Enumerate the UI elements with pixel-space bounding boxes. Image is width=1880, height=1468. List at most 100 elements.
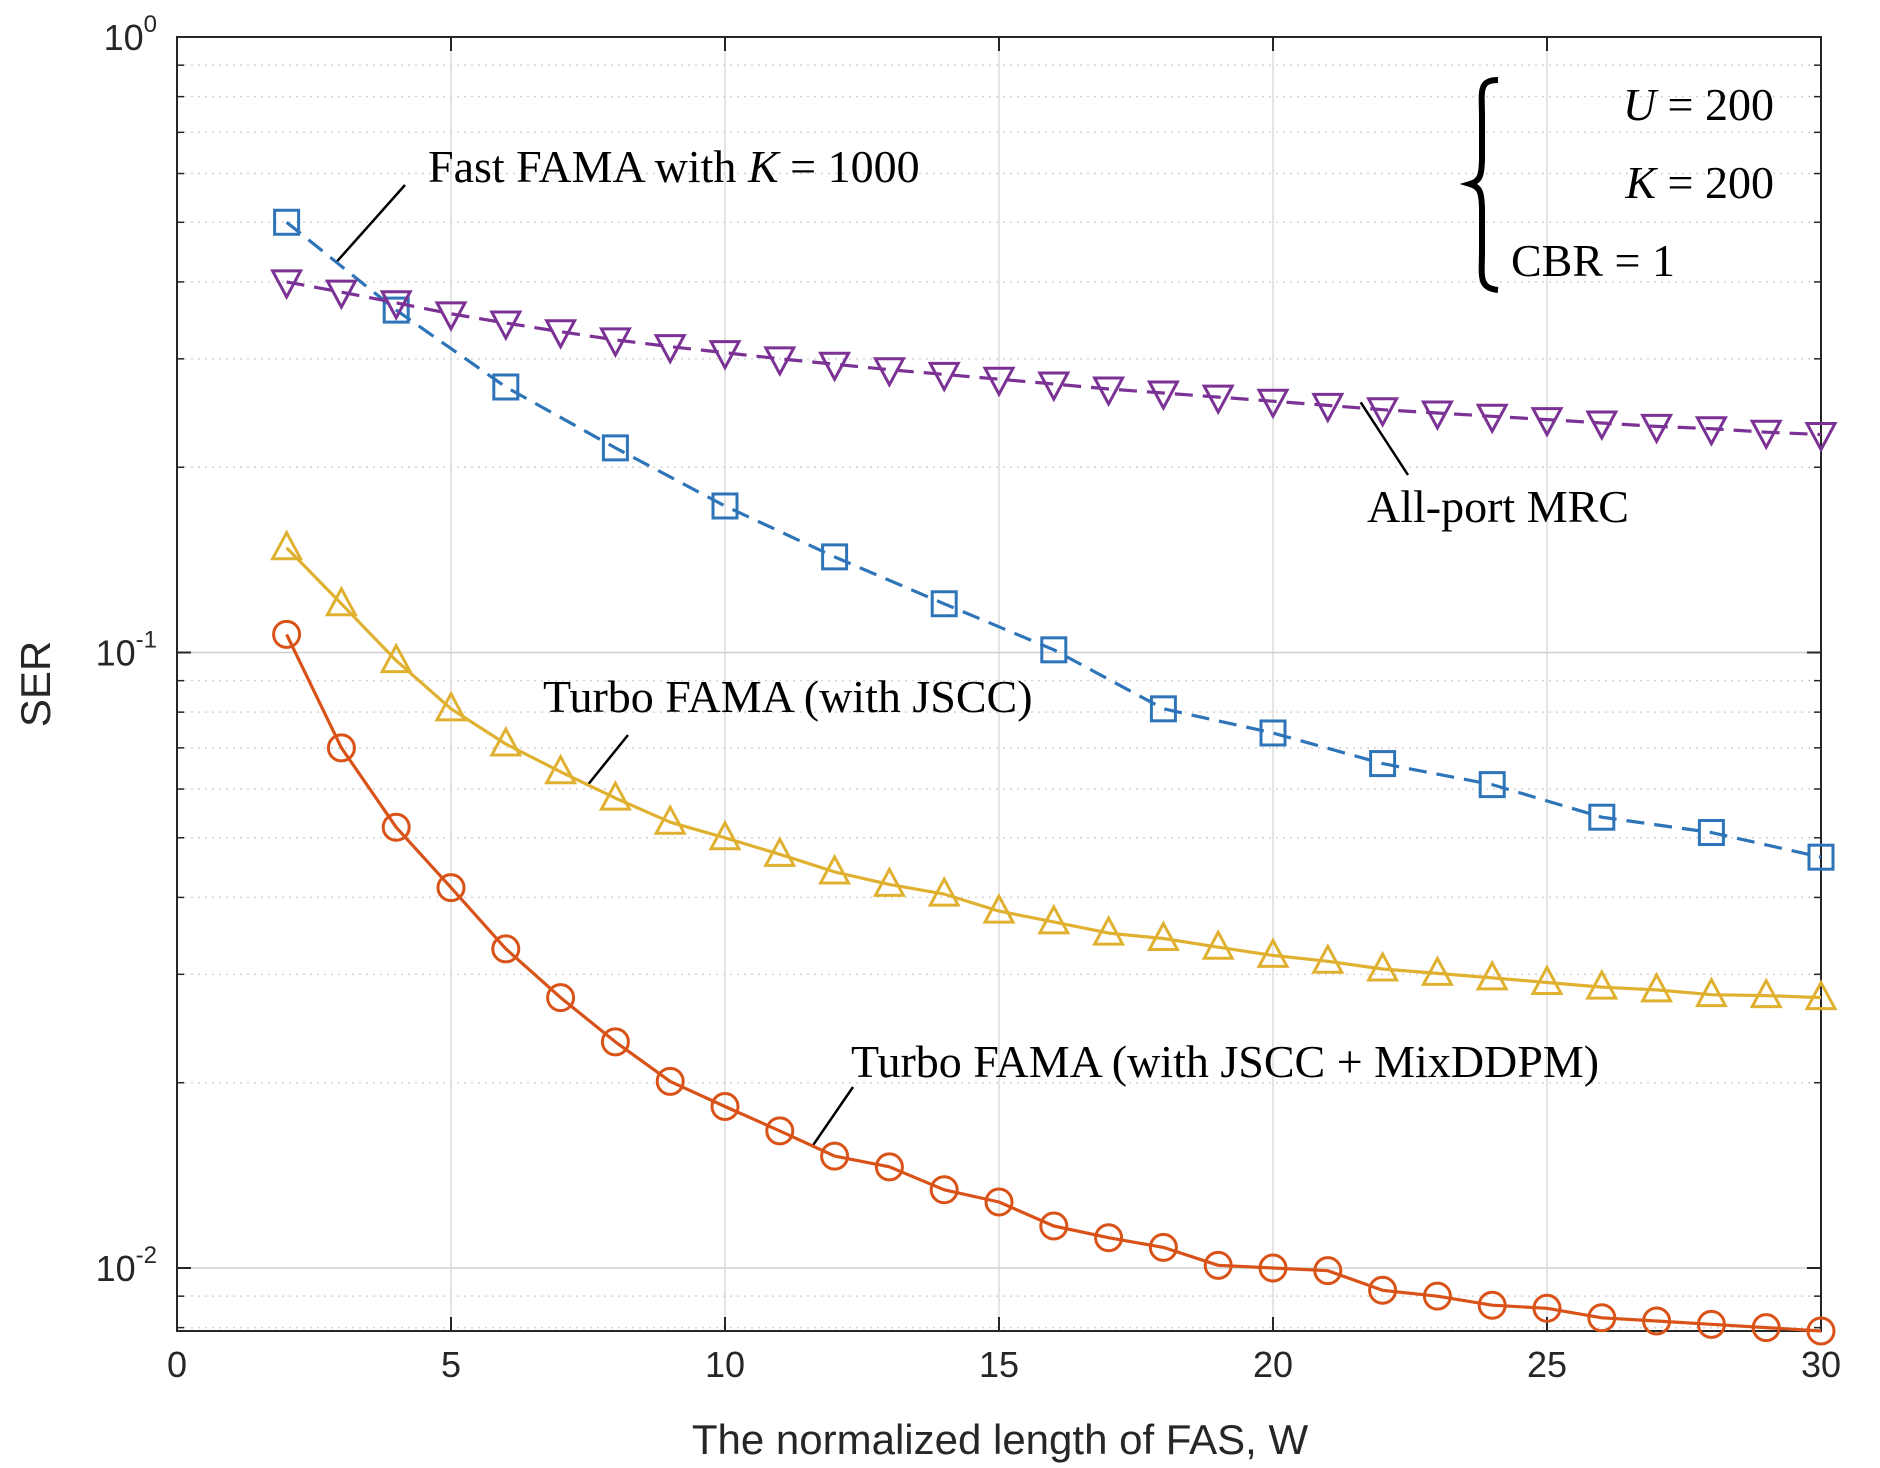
marker-triangle-up — [270, 529, 304, 561]
marker-triangle-down — [1530, 407, 1564, 438]
marker-triangle-up — [1146, 920, 1180, 952]
marker-triangle-down — [653, 334, 687, 365]
marker-square — [1807, 843, 1835, 871]
parameter-cbr: CBR = 1 — [1511, 235, 1675, 286]
series-0 — [273, 208, 1835, 871]
marker-circle — [381, 812, 411, 842]
x-tick-label: 5 — [441, 1344, 461, 1385]
marker-triangle-up — [598, 779, 632, 811]
y-tick-label-exponent: 0 — [144, 11, 157, 38]
y-tick-label: 100 — [104, 11, 157, 58]
x-axis-label: The normalized length of FAS, W — [692, 1416, 1309, 1463]
y-tick-label-base: 10 — [104, 17, 144, 58]
series-1 — [270, 269, 1838, 453]
marker-square — [1588, 803, 1616, 831]
annotation-fast-fama-var: K — [747, 141, 781, 192]
marker-triangle-down — [324, 279, 358, 311]
marker-circle — [1039, 1211, 1069, 1241]
marker-triangle-down — [379, 290, 413, 321]
marker-square — [930, 590, 958, 618]
marker-circle — [1368, 1275, 1398, 1305]
marker-square — [492, 373, 520, 401]
marker-triangle-up — [379, 642, 413, 674]
marker-circle — [600, 1027, 630, 1057]
marker-square — [1149, 695, 1177, 723]
marker-square — [1369, 750, 1397, 778]
marker-circle — [874, 1152, 904, 1182]
marker-triangle-up — [1420, 955, 1454, 986]
annotation-turbo-jscc: Turbo FAMA (with JSCC) — [543, 671, 1033, 722]
series-line — [285, 546, 1822, 1000]
marker-square — [1478, 771, 1506, 799]
series-2 — [270, 529, 1838, 1011]
marker-triangle-down — [872, 357, 906, 388]
data-series — [270, 208, 1838, 1346]
marker-triangle-down — [1311, 392, 1345, 424]
marker-circle — [326, 733, 356, 763]
leader-turbo-jscc-mixddpm — [811, 1086, 855, 1147]
annotation-leader-lines — [334, 184, 1410, 1147]
marker-triangle-down — [1694, 416, 1728, 447]
marker-square — [1697, 818, 1725, 846]
marker-triangle-up — [982, 892, 1016, 924]
marker-triangle-up — [763, 836, 797, 867]
annotation-turbo-jscc-mixddpm: Turbo FAMA (with JSCC + MixDDPM) — [851, 1036, 1599, 1087]
marker-square — [273, 208, 301, 236]
y-tick-label-base: 10 — [96, 1248, 136, 1289]
y-tick-label: 10-2 — [96, 1242, 157, 1289]
leader-fast-fama — [334, 184, 406, 264]
marker-triangle-down — [982, 366, 1016, 398]
y-tick-label-base: 10 — [96, 632, 136, 673]
parameter-u: U = 200 — [1623, 79, 1774, 130]
marker-triangle-up — [1092, 914, 1126, 946]
x-tick-label: 25 — [1527, 1344, 1567, 1385]
marker-triangle-down — [598, 327, 632, 359]
marker-triangle-down — [1201, 384, 1235, 416]
marker-circle — [1422, 1281, 1452, 1311]
annotation-fast-fama: Fast FAMA with K = 1000 — [428, 141, 920, 192]
marker-circle — [1094, 1223, 1124, 1253]
marker-square — [1259, 719, 1287, 747]
marker-triangle-up — [1037, 903, 1071, 935]
marker-triangle-up — [489, 725, 523, 757]
marker-circle — [1696, 1309, 1726, 1339]
leader-all-port-mrc — [1359, 401, 1410, 476]
marker-circle — [710, 1091, 740, 1121]
marker-circle — [272, 619, 302, 649]
marker-triangle-up — [1475, 959, 1509, 991]
series-3 — [272, 619, 1836, 1346]
marker-circle — [546, 983, 576, 1013]
marker-triangle-down — [1366, 397, 1400, 428]
marker-circle — [1751, 1313, 1781, 1343]
marker-triangle-up — [324, 585, 358, 617]
annotation-fast-fama-prefix: Fast FAMA with — [428, 141, 748, 192]
parameter-k-var: K — [1624, 157, 1658, 208]
marker-triangle-down — [544, 319, 578, 350]
marker-triangle-up — [1694, 976, 1728, 1008]
y-tick-label: 10-1 — [96, 626, 157, 673]
x-tick-label: 15 — [979, 1344, 1019, 1385]
series-line — [285, 221, 1822, 859]
marker-triangle-down — [927, 361, 961, 393]
marker-circle — [820, 1141, 850, 1171]
y-tick-label-exponent: -1 — [136, 626, 157, 653]
marker-circle — [1203, 1250, 1233, 1280]
y-tick-label-exponent: -2 — [136, 1242, 157, 1269]
marker-triangle-down — [1092, 376, 1126, 408]
marker-triangle-up — [1256, 937, 1290, 968]
marker-triangle-up — [653, 804, 687, 835]
marker-triangle-up — [1201, 929, 1235, 960]
marker-triangle-up — [1311, 943, 1345, 974]
marker-square — [1040, 636, 1068, 664]
marker-triangle-up — [818, 853, 852, 885]
marker-circle — [1148, 1232, 1178, 1262]
series-line — [286, 280, 1822, 437]
marker-triangle-up — [708, 819, 742, 851]
annotation-all-port-mrc: All-port MRC — [1367, 481, 1629, 532]
marker-triangle-up — [1804, 979, 1838, 1011]
marker-triangle-down — [489, 310, 523, 342]
marker-circle — [1313, 1256, 1343, 1286]
parameter-cbr-value: CBR = 1 — [1511, 235, 1675, 286]
marker-triangle-up — [872, 866, 906, 897]
